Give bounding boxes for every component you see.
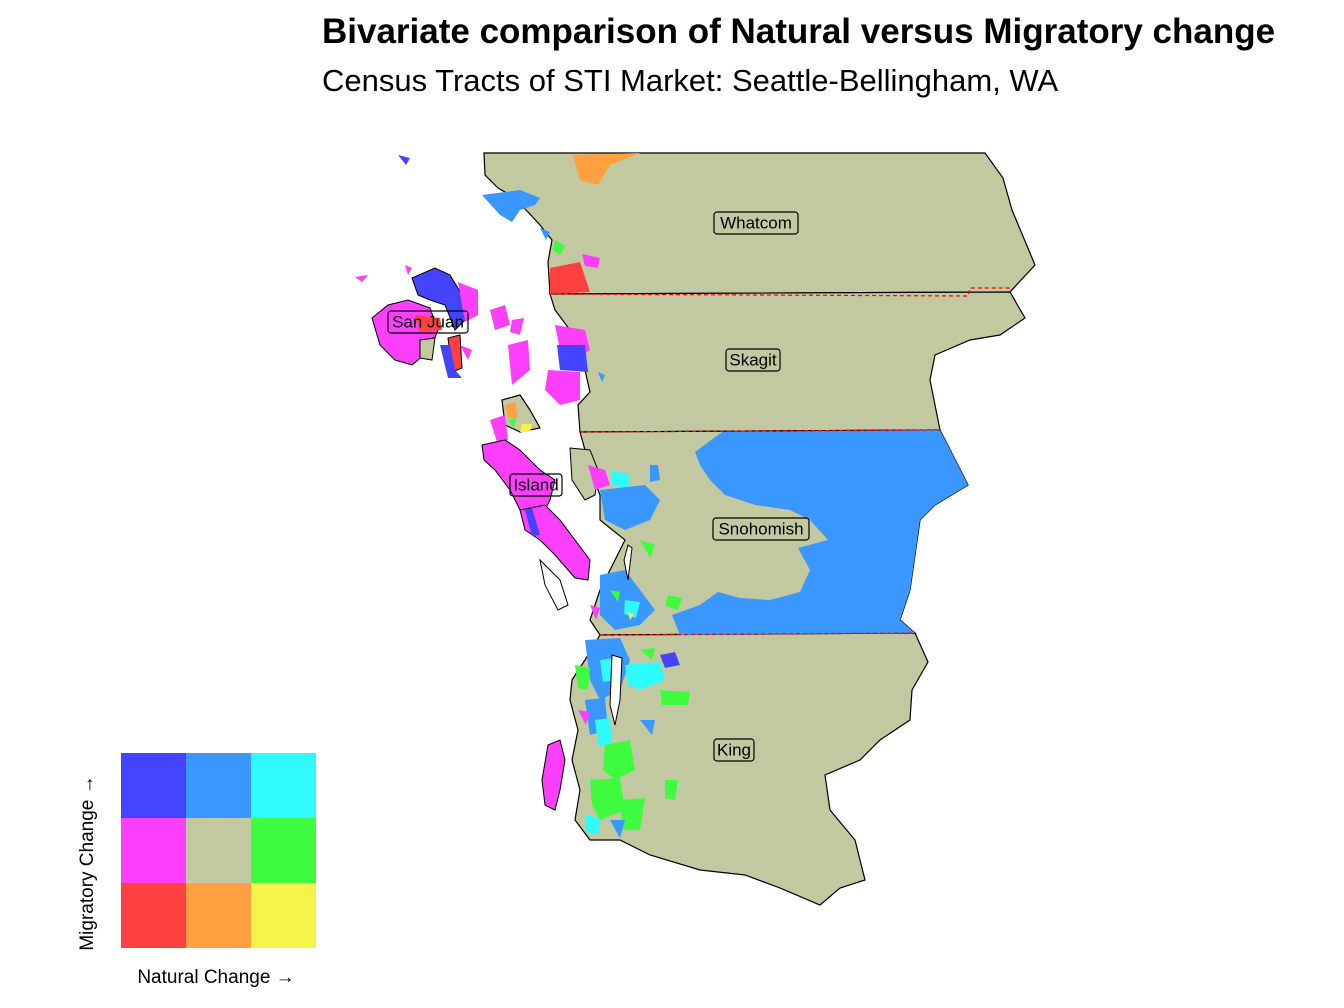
legend-cell-high-mig-mid-nat <box>186 753 251 818</box>
county-borders <box>549 287 1010 636</box>
legend-y-label: Migratory Change → <box>77 775 98 951</box>
king-magenta-1 <box>578 710 590 725</box>
camano-magenta <box>588 465 610 490</box>
san-juan-islands <box>355 155 478 378</box>
legend-cell-mid-mig-mid-nat <box>186 818 251 883</box>
king-green-1 <box>575 665 590 690</box>
skagit-county-shape <box>549 291 1026 433</box>
king-green-3 <box>603 740 635 780</box>
king-cyan-3 <box>595 718 612 745</box>
skagit-magenta-tract-2 <box>545 370 580 405</box>
legend-cell-mid-mig-low-nat <box>121 818 186 883</box>
orcas-blue <box>411 267 466 331</box>
king-green-2 <box>640 648 655 660</box>
sno-green-1 <box>640 540 655 558</box>
sno-blue-1 <box>600 485 660 530</box>
legend-cell-high-mig-high-nat <box>251 753 316 818</box>
skagit-blue-small <box>598 372 605 382</box>
king-green-4 <box>590 778 625 820</box>
sound-channel-1 <box>609 654 623 726</box>
puget-sound-water <box>539 544 633 726</box>
sno-cyan-1 <box>624 600 640 618</box>
king-cyan-4 <box>585 815 600 835</box>
fidalgo-yellow <box>520 424 532 432</box>
whatcom-skagit-border <box>549 287 1010 297</box>
county-label-skagit: Skagit <box>725 348 781 372</box>
county-label-whatcom: Whatcom <box>713 211 799 235</box>
shaw-mid <box>419 337 436 361</box>
whatcom-green-tract <box>553 240 565 255</box>
map-subtitle: Census Tracts of STI Market: Seattle-Bel… <box>322 63 1059 98</box>
skagit-magenta-tract-3 <box>508 340 530 385</box>
island-county <box>481 415 630 811</box>
sno-blue-3 <box>650 465 660 482</box>
county-label-island: Island <box>509 473 563 497</box>
vashon-magenta <box>541 739 566 811</box>
sound-channel-3 <box>539 558 569 611</box>
county-label-text: San Juan <box>392 313 464 332</box>
king-blue-2 <box>660 652 680 668</box>
county-label-king: King <box>713 738 755 762</box>
legend-cell-low-mig-mid-nat <box>186 883 251 948</box>
legend-x-label: Natural Change → <box>137 967 295 988</box>
legend-cell-mid-mig-high-nat <box>251 818 316 883</box>
island-small-magenta-3 <box>355 275 368 282</box>
whatcom-orange-tract <box>573 153 640 185</box>
whatcom-blue-small <box>540 228 550 240</box>
camano-mid <box>569 447 599 501</box>
county-label-text: Island <box>513 476 558 495</box>
lopez-blue <box>440 345 462 378</box>
whatcom-red-tract <box>550 262 590 294</box>
skagit-magenta-tract-4 <box>490 305 510 330</box>
king-green-6 <box>660 690 690 705</box>
king-blue-4 <box>610 820 625 838</box>
sno-blue-2 <box>600 570 655 630</box>
whidbey-magenta-2 <box>519 504 591 581</box>
whidbey-north-magenta <box>490 415 508 445</box>
king-green-7 <box>665 780 678 800</box>
skagit-magenta-tract-5 <box>510 318 524 335</box>
legend-cell-high-mig-low-nat <box>121 753 186 818</box>
bivariate-legend-grid <box>121 753 316 948</box>
sno-green-3 <box>610 590 620 602</box>
camano-cyan <box>612 470 630 488</box>
county-label-text: Skagit <box>729 351 777 370</box>
snohomish-blue-region <box>672 430 968 635</box>
sno-yellow-1 <box>628 612 634 620</box>
island-small-magenta-1 <box>460 345 472 360</box>
king-green-5 <box>620 798 645 830</box>
county-label-snohomish: Snohomish <box>712 517 810 541</box>
sno-green-2 <box>665 595 682 610</box>
fidalgo-green <box>508 418 516 428</box>
san-juan-red-tract <box>415 315 442 332</box>
legend-cell-low-mig-low-nat <box>121 883 186 948</box>
snohomish-urban-tracts <box>590 465 682 630</box>
whidbey-blue <box>525 508 540 536</box>
sound-channel-2 <box>623 544 633 581</box>
county-label-text: King <box>717 741 751 760</box>
whatcom-magenta-tract <box>582 254 600 268</box>
island-small-magenta-2 <box>405 265 412 275</box>
county-label-text: Snohomish <box>718 520 803 539</box>
sno-magenta-1 <box>590 605 600 620</box>
map-title: Bivariate comparison of Natural versus M… <box>322 12 1276 51</box>
legend-cell-low-mig-high-nat <box>251 883 316 948</box>
king-county-shape <box>569 632 929 906</box>
whatcom-blue-tract <box>482 190 540 222</box>
island-small-blue-1 <box>398 155 410 165</box>
snohomish-king-border <box>599 632 916 636</box>
skagit-blue-tract <box>557 345 588 372</box>
fidalgo-orange <box>505 402 518 418</box>
king-cyan-2 <box>625 662 665 690</box>
county-label-text: Whatcom <box>720 214 792 233</box>
county-label-san-juan: San Juan <box>387 310 469 334</box>
king-blue-5 <box>640 720 655 735</box>
orcas-magenta <box>458 282 478 322</box>
